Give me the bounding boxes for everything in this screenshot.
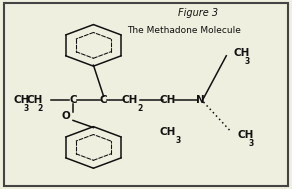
Text: CH: CH bbox=[160, 95, 176, 105]
Text: C: C bbox=[69, 95, 77, 105]
Text: 2: 2 bbox=[37, 104, 42, 113]
Text: 3: 3 bbox=[249, 139, 254, 148]
Text: 3: 3 bbox=[175, 136, 181, 145]
Text: N: N bbox=[196, 95, 204, 105]
Text: CH: CH bbox=[238, 130, 254, 140]
Text: The Methadone Molecule: The Methadone Molecule bbox=[127, 26, 241, 35]
Text: O: O bbox=[61, 111, 70, 121]
Text: 2: 2 bbox=[138, 104, 143, 113]
Text: C: C bbox=[100, 95, 107, 105]
Text: CH: CH bbox=[160, 127, 176, 137]
Text: 3: 3 bbox=[24, 104, 29, 113]
Text: 3: 3 bbox=[244, 57, 250, 66]
Text: CH: CH bbox=[26, 95, 43, 105]
Text: CH: CH bbox=[122, 95, 138, 105]
Text: CH: CH bbox=[13, 95, 29, 105]
Text: Figure 3: Figure 3 bbox=[178, 8, 219, 18]
Text: CH: CH bbox=[234, 48, 250, 58]
